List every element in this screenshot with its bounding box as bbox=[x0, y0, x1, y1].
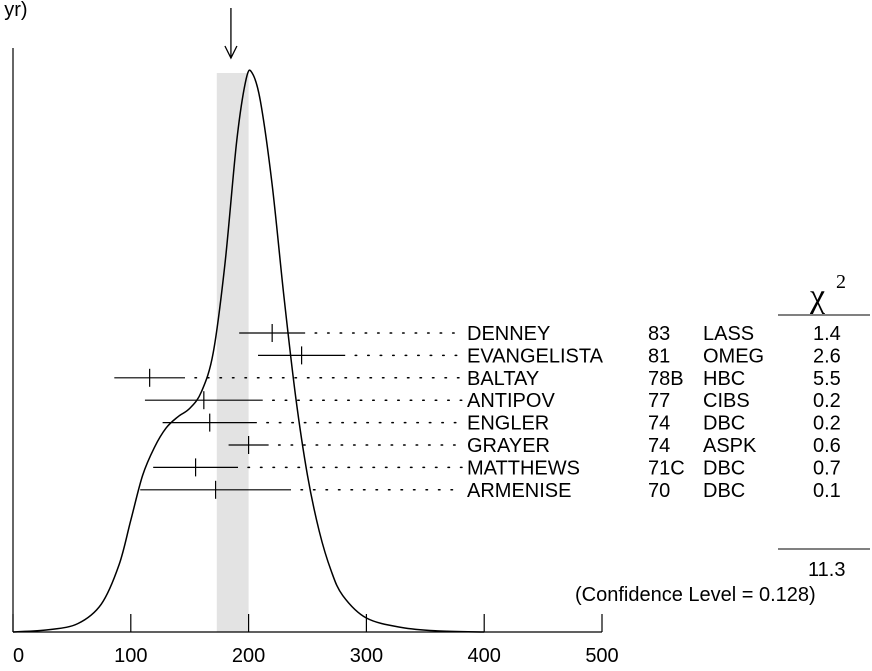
chi2-value: 0.1 bbox=[813, 480, 841, 502]
year-label: 77 bbox=[648, 390, 670, 412]
x-tick-label: 300 bbox=[350, 645, 383, 667]
experiment-label: HBC bbox=[703, 368, 745, 390]
chi2-value: 1.4 bbox=[813, 323, 841, 345]
experiment-label: DBC bbox=[703, 457, 745, 479]
ideogram-curve bbox=[12, 69, 485, 633]
chi2-value: 0.2 bbox=[813, 413, 841, 435]
year-label: 74 bbox=[648, 435, 670, 457]
average-arrow-head bbox=[224, 45, 238, 60]
author-label: MATTHEWS bbox=[467, 457, 580, 479]
year-label: 78B bbox=[648, 368, 684, 390]
x-tick-label: 500 bbox=[585, 645, 618, 667]
experiment-label: DBC bbox=[703, 480, 745, 502]
author-label: ENGLER bbox=[467, 413, 549, 435]
experiment-label: ASPK bbox=[703, 435, 757, 457]
chi2-total: 11.3 bbox=[808, 559, 845, 581]
year-label: 81 bbox=[648, 345, 670, 367]
x-tick-label: 0 bbox=[13, 645, 24, 667]
author-label: ANTIPOV bbox=[467, 390, 555, 412]
x-tick-label: 200 bbox=[232, 645, 265, 667]
confidence-note: (Confidence Level = 0.128) bbox=[575, 584, 816, 606]
chi2-value: 2.6 bbox=[813, 345, 841, 367]
experiment-label: CIBS bbox=[703, 390, 750, 412]
chi2-header-exponent: 2 bbox=[836, 271, 846, 293]
year-label: 71C bbox=[648, 457, 685, 479]
measurement-row: EVANGELISTA 81 OMEG 2.6 bbox=[258, 345, 841, 367]
author-label: DENNEY bbox=[467, 323, 550, 345]
author-label: ARMENISE bbox=[467, 480, 571, 502]
year-label: 83 bbox=[648, 323, 670, 345]
error-band bbox=[216, 73, 249, 632]
chi2-value: 0.2 bbox=[813, 390, 841, 412]
chi2-value: 0.7 bbox=[813, 457, 841, 479]
author-label: BALTAY bbox=[467, 368, 539, 390]
x-tick-label: 100 bbox=[114, 645, 147, 667]
chi2-value: 5.5 bbox=[813, 368, 841, 390]
experiment-label: OMEG bbox=[703, 345, 764, 367]
measurement-row: MATTHEWS 71C DBC 0.7 bbox=[153, 457, 841, 479]
year-label: 74 bbox=[648, 413, 670, 435]
author-label: GRAYER bbox=[467, 435, 550, 457]
author-label: EVANGELISTA bbox=[467, 345, 604, 367]
measurement-row: BALTAY 78B HBC 5.5 bbox=[114, 368, 841, 390]
year-label: 70 bbox=[648, 480, 670, 502]
measurement-row: GRAYER 74 ASPK 0.6 bbox=[228, 435, 841, 457]
measurement-row: ENGLER 74 DBC 0.2 bbox=[162, 413, 841, 435]
measurement-row: ARMENISE 70 DBC 0.1 bbox=[140, 480, 841, 502]
measurement-row: ANTIPOV 77 CIBS 0.2 bbox=[144, 390, 841, 412]
measurement-row: DENNEY 83 LASS 1.4 bbox=[239, 323, 841, 345]
top-label: ( yr) bbox=[0, 0, 28, 21]
experiment-label: DBC bbox=[703, 413, 745, 435]
chi2-header: χ bbox=[809, 278, 825, 315]
experiment-label: LASS bbox=[703, 323, 754, 345]
chi2-value: 0.6 bbox=[813, 435, 841, 457]
x-tick-label: 400 bbox=[468, 645, 501, 667]
